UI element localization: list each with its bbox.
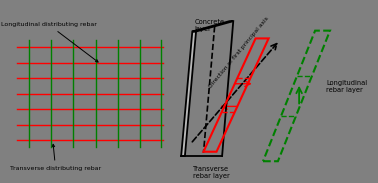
Text: Longitudinal
rebar layer: Longitudinal rebar layer: [326, 80, 367, 93]
Text: Concrete
layer: Concrete layer: [194, 19, 224, 32]
Text: Longitudinal distributing rebar: Longitudinal distributing rebar: [1, 22, 98, 62]
Text: Direction of first principal axis: Direction of first principal axis: [208, 15, 270, 89]
Polygon shape: [192, 21, 233, 31]
Text: Transverse
rebar layer: Transverse rebar layer: [192, 166, 229, 179]
Polygon shape: [181, 31, 196, 156]
Text: Transverse distributing rebar: Transverse distributing rebar: [10, 144, 101, 171]
